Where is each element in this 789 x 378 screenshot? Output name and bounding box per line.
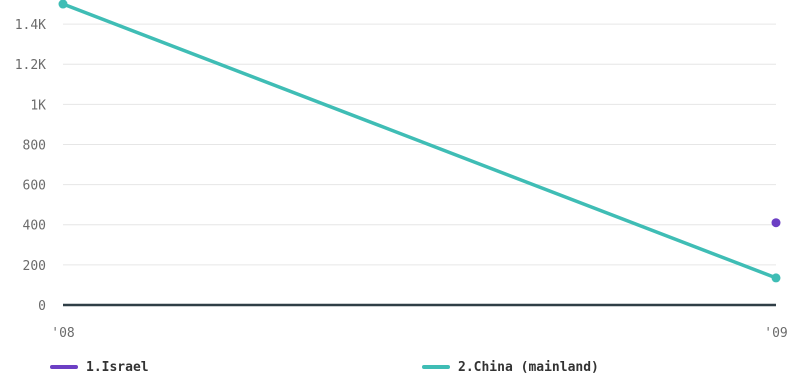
y-tick-label: 200 — [23, 259, 46, 274]
y-tick-label: 0 — [38, 299, 46, 314]
legend-label-israel: 1.Israel — [86, 359, 149, 375]
y-tick-label: 1.2K — [15, 58, 46, 73]
legend-item-china[interactable]: 2.China (mainland) — [422, 356, 599, 378]
y-tick-label: 600 — [23, 179, 46, 194]
y-tick-label: 1.4K — [15, 18, 46, 33]
x-tick-label: '09 — [764, 326, 787, 341]
legend-label-china: 2.China (mainland) — [458, 359, 599, 375]
legend-swatch-israel — [50, 365, 78, 369]
y-tick-label: 1K — [30, 98, 46, 113]
legend-item-israel[interactable]: 1.Israel — [50, 356, 149, 378]
series-line — [61, 2, 778, 280]
y-tick-label: 800 — [23, 138, 46, 153]
y-tick-label: 400 — [23, 219, 46, 234]
data-point — [771, 218, 781, 228]
data-point — [58, 0, 68, 9]
x-tick-label: '08 — [51, 326, 74, 341]
data-point — [771, 273, 781, 283]
legend-swatch-china — [422, 365, 450, 369]
